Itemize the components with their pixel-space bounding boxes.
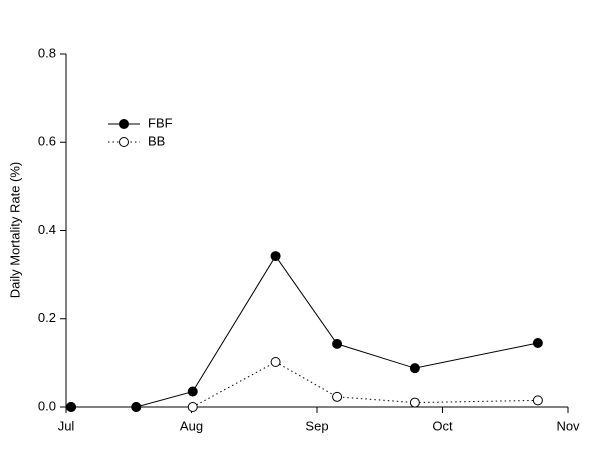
y-tick-label: 0.2 — [38, 310, 56, 325]
x-tick-label: Nov — [556, 418, 580, 433]
point — [187, 386, 198, 397]
x-tick-label: Jul — [58, 418, 75, 433]
y-tick-label: 0.6 — [38, 134, 56, 149]
legend-marker — [119, 137, 129, 147]
point — [270, 356, 281, 367]
legend-marker — [119, 119, 129, 129]
y-tick-label: 0.4 — [38, 222, 56, 237]
y-tick-label: 0.8 — [38, 45, 56, 60]
point — [270, 251, 281, 262]
series-line — [71, 361, 538, 408]
point — [131, 402, 142, 412]
legend-label: BB — [148, 133, 165, 148]
point — [187, 402, 198, 412]
point — [66, 402, 77, 412]
point — [332, 338, 343, 349]
point — [332, 391, 343, 402]
x-tick-label: Oct — [432, 418, 453, 433]
point — [409, 397, 420, 408]
point — [532, 395, 543, 406]
point — [409, 363, 420, 374]
x-tick-label: Aug — [180, 418, 203, 433]
y-tick-label: 0.0 — [38, 398, 56, 413]
series-line — [71, 255, 538, 408]
x-tick-label: Sep — [305, 418, 328, 433]
point — [532, 338, 543, 349]
y-axis-label: Daily Mortality Rate (%) — [7, 162, 22, 299]
legend-label: FBF — [148, 115, 173, 130]
